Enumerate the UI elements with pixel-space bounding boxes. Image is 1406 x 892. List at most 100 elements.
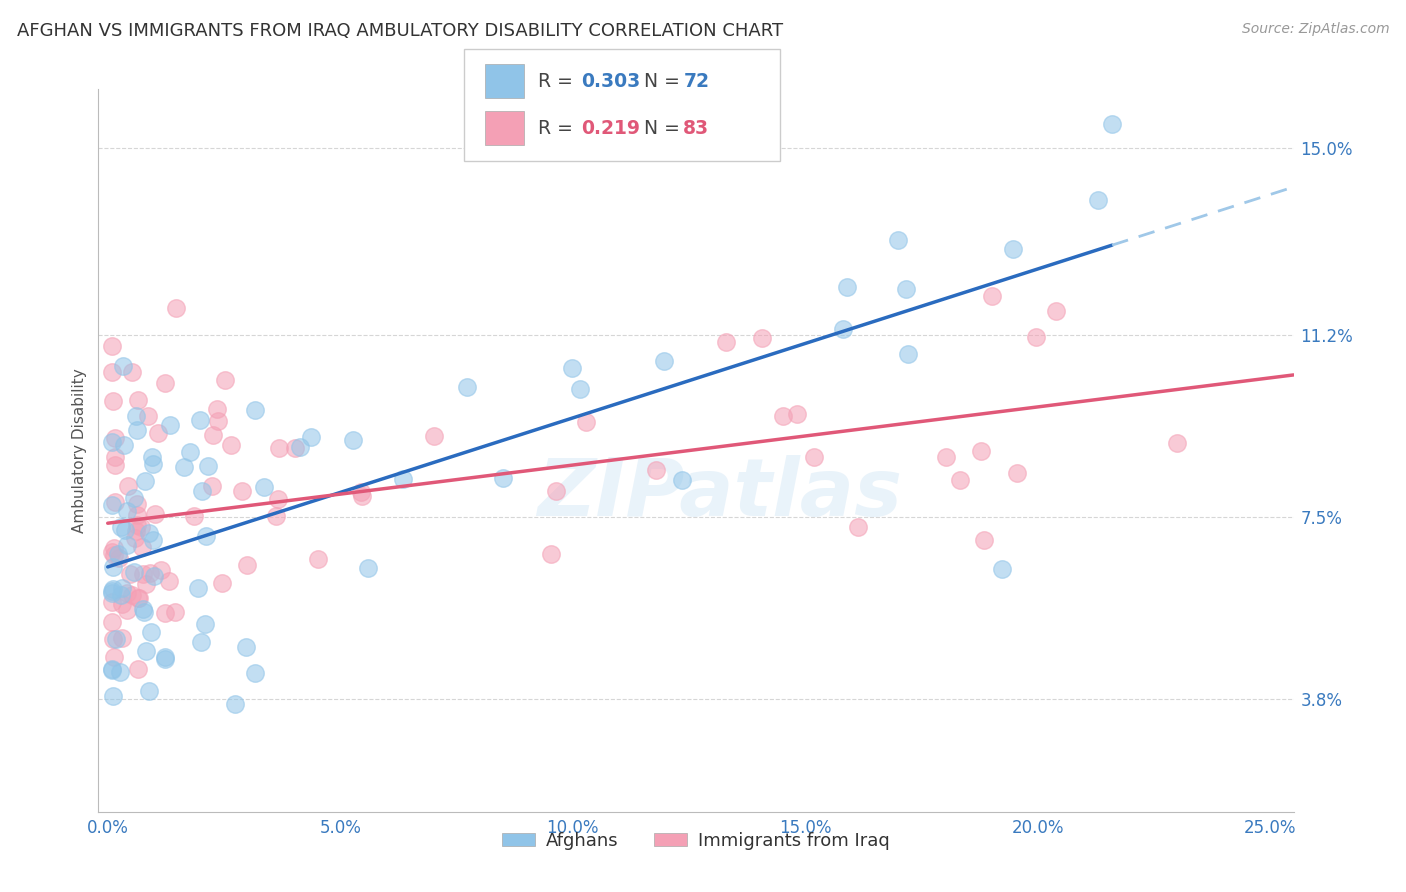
Point xyxy=(267,491,290,506)
Point xyxy=(575,415,598,429)
Point xyxy=(491,471,513,485)
Point xyxy=(103,689,125,703)
Point xyxy=(357,561,380,575)
Point xyxy=(194,617,217,632)
Point xyxy=(127,423,149,437)
Point xyxy=(132,605,155,619)
Y-axis label: Ambulatory Disability: Ambulatory Disability xyxy=(72,368,87,533)
Point xyxy=(115,586,138,600)
Point xyxy=(127,508,149,523)
Point xyxy=(122,491,145,505)
Point xyxy=(205,402,228,417)
Point xyxy=(138,526,160,541)
Point xyxy=(132,602,155,616)
Point xyxy=(139,566,162,581)
Point xyxy=(236,558,259,572)
Point xyxy=(153,652,176,666)
Point xyxy=(786,407,808,421)
Point xyxy=(101,663,124,677)
Point xyxy=(1087,193,1109,207)
Point xyxy=(132,567,155,582)
Point xyxy=(751,331,773,345)
Point xyxy=(284,441,307,455)
Point xyxy=(772,409,794,423)
Point xyxy=(981,289,1004,303)
Point xyxy=(146,425,169,440)
Point xyxy=(832,322,855,336)
Point xyxy=(245,402,267,417)
Point xyxy=(245,666,267,681)
Point xyxy=(991,562,1014,576)
Point xyxy=(887,233,910,247)
Point xyxy=(101,662,124,676)
Point xyxy=(101,594,124,608)
Point xyxy=(121,588,143,602)
Text: 0.219: 0.219 xyxy=(581,119,640,138)
Point xyxy=(128,591,150,605)
Point xyxy=(101,498,124,512)
Point xyxy=(671,473,693,487)
Point xyxy=(299,430,322,444)
Point xyxy=(540,547,562,561)
Point xyxy=(107,547,129,561)
Point xyxy=(456,380,478,394)
Point xyxy=(391,472,413,486)
Point xyxy=(110,588,132,602)
Point xyxy=(104,458,127,473)
Point xyxy=(105,632,128,647)
Point xyxy=(231,483,253,498)
Text: ZIPatlas: ZIPatlas xyxy=(537,455,903,533)
Point xyxy=(114,523,136,537)
Point xyxy=(111,359,134,374)
Text: R =: R = xyxy=(538,71,579,91)
Point xyxy=(117,479,139,493)
Point xyxy=(111,581,134,595)
Point xyxy=(143,507,166,521)
Point xyxy=(127,591,149,605)
Point xyxy=(561,361,583,376)
Point xyxy=(201,479,224,493)
Point xyxy=(153,376,176,390)
Point xyxy=(714,334,737,349)
Point xyxy=(165,301,187,315)
Point xyxy=(191,483,214,498)
Point xyxy=(149,563,172,577)
Point xyxy=(179,445,201,459)
Point xyxy=(197,459,219,474)
Point xyxy=(350,489,373,503)
Point xyxy=(224,697,246,711)
Point xyxy=(110,665,132,680)
Point xyxy=(1166,436,1188,450)
Point xyxy=(101,434,124,449)
Point xyxy=(138,409,160,423)
Text: N =: N = xyxy=(644,71,686,91)
Point xyxy=(125,524,148,538)
Point xyxy=(101,393,124,408)
Point xyxy=(101,632,124,646)
Legend: Afghans, Immigrants from Iraq: Afghans, Immigrants from Iraq xyxy=(495,824,897,857)
Text: 83: 83 xyxy=(683,119,710,138)
Point xyxy=(644,463,666,477)
Point xyxy=(290,440,312,454)
Point xyxy=(131,540,153,554)
Point xyxy=(569,382,592,396)
Point xyxy=(949,474,972,488)
Point xyxy=(202,428,225,442)
Text: AFGHAN VS IMMIGRANTS FROM IRAQ AMBULATORY DISABILITY CORRELATION CHART: AFGHAN VS IMMIGRANTS FROM IRAQ AMBULATOR… xyxy=(17,22,783,40)
Point xyxy=(194,529,217,543)
Text: 0.303: 0.303 xyxy=(581,71,640,91)
Text: N =: N = xyxy=(644,119,686,138)
Point xyxy=(108,551,131,566)
Point xyxy=(143,569,166,583)
Point xyxy=(253,480,276,494)
Point xyxy=(135,576,157,591)
Point xyxy=(267,441,290,455)
Point xyxy=(173,460,195,475)
Point xyxy=(837,280,859,294)
Point xyxy=(141,624,163,639)
Point xyxy=(142,457,165,471)
Point xyxy=(159,417,181,432)
Point xyxy=(115,538,138,552)
Point xyxy=(110,520,132,534)
Point xyxy=(1002,242,1025,256)
